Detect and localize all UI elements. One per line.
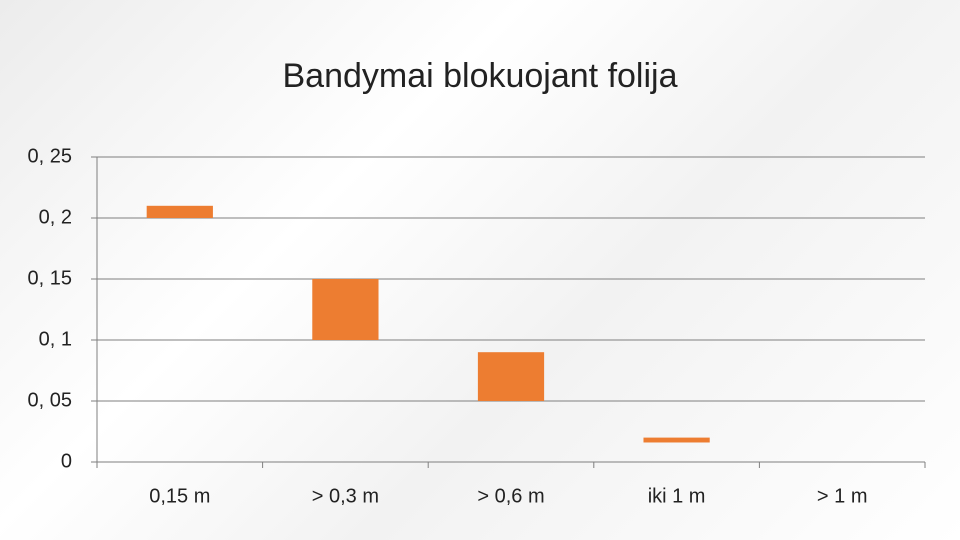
bar bbox=[146, 205, 213, 218]
bar bbox=[477, 352, 545, 401]
chart-title: Bandymai blokuojant folija bbox=[282, 57, 677, 95]
bar bbox=[643, 437, 710, 443]
y-tick-label: 0, 1 bbox=[39, 328, 72, 350]
y-tick-label: 0, 05 bbox=[28, 389, 72, 411]
x-tick-label: 0,15 m bbox=[149, 485, 210, 507]
y-tick-label: 0 bbox=[61, 450, 72, 472]
x-tick-label: iki 1 m bbox=[648, 485, 706, 507]
x-tick-label: > 0,6 m bbox=[477, 485, 544, 507]
y-tick-label: 0, 25 bbox=[28, 145, 72, 167]
y-tick-label: 0, 2 bbox=[39, 206, 72, 228]
x-tick-label: > 1 m bbox=[817, 485, 868, 507]
x-tick-label: > 0,3 m bbox=[312, 485, 379, 507]
y-tick-label: 0, 15 bbox=[28, 267, 72, 289]
bar bbox=[312, 279, 379, 340]
